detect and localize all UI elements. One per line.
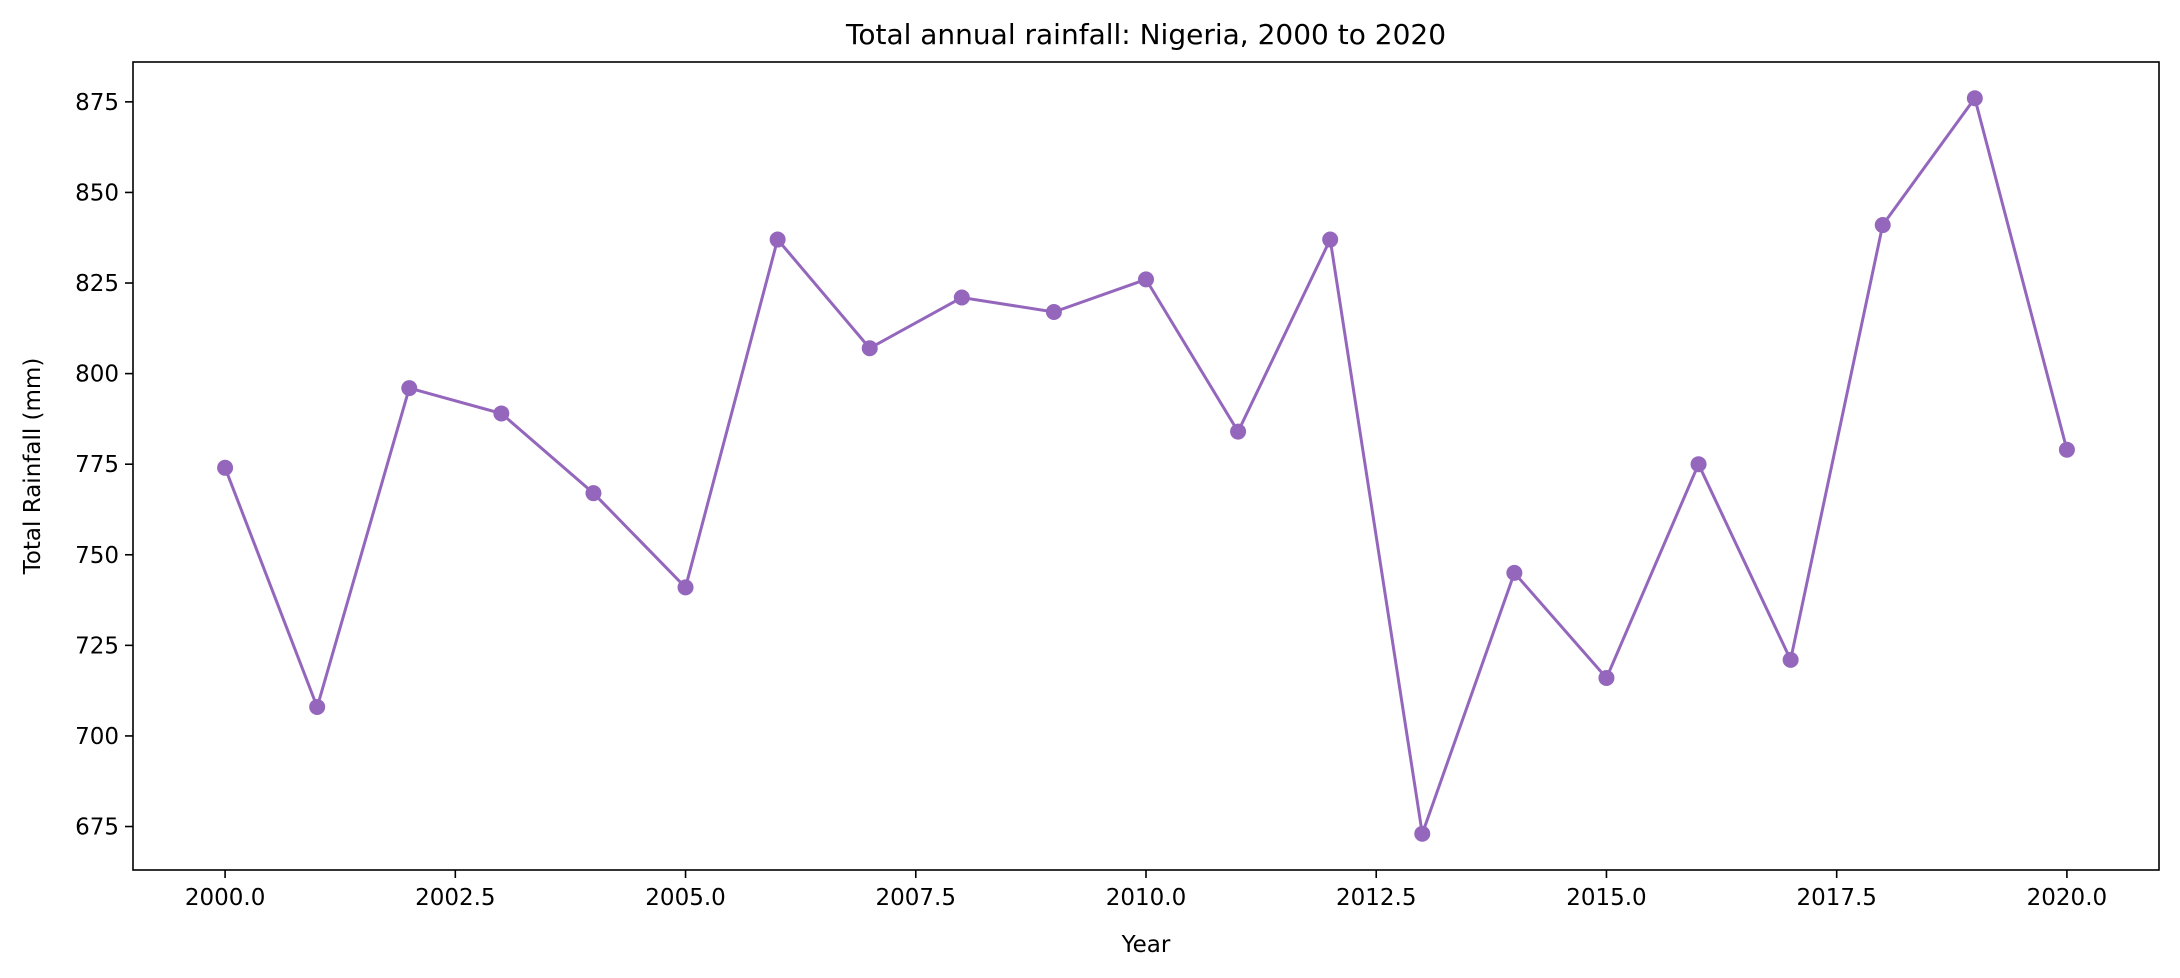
data-point	[1322, 231, 1339, 248]
x-tick-label: 2007.5	[876, 885, 956, 911]
y-tick-label: 850	[75, 180, 119, 206]
y-axis-ticks: 675 700 725 750 775 800 825 850 875	[75, 90, 133, 841]
plot-frame	[132, 61, 2160, 871]
y-tick-label: 825	[75, 271, 119, 297]
data-point	[1045, 304, 1062, 321]
series-points	[217, 90, 2075, 842]
y-tick-label: 800	[75, 362, 119, 388]
data-point	[769, 231, 786, 248]
x-tick-label: 2012.5	[1336, 885, 1416, 911]
chart-title: Total annual rainfall: Nigeria, 2000 to …	[845, 18, 1446, 51]
data-point	[1598, 669, 1615, 686]
x-tick-label: 2017.5	[1796, 885, 1876, 911]
x-tick-label: 2010.0	[1106, 885, 1186, 911]
data-point	[1782, 651, 1799, 668]
x-tick-label: 2000.0	[185, 885, 265, 911]
series-line	[223, 94, 2069, 835]
data-point	[1506, 564, 1523, 581]
y-tick-label: 775	[75, 452, 119, 478]
data-point	[1138, 271, 1154, 288]
x-axis-ticks: 2000.0 2002.5 2005.0 2007.5 2010.0 2012.5 2015…	[185, 870, 2107, 911]
x-tick-label: 2015.0	[1566, 885, 1646, 911]
x-axis-label: Year	[1121, 932, 1171, 958]
data-point	[585, 485, 602, 502]
data-point	[1966, 90, 1983, 107]
data-point	[1874, 217, 1891, 234]
y-tick-label: 700	[75, 724, 119, 750]
x-tick-label: 2002.5	[415, 885, 495, 911]
data-point	[861, 340, 878, 357]
data-point	[217, 459, 234, 476]
data-point	[1690, 456, 1707, 473]
y-tick-label: 875	[75, 90, 119, 116]
y-axis-label: Total Rainfall (mm)	[20, 358, 46, 576]
data-point	[1414, 825, 1431, 842]
y-tick-label: 750	[75, 543, 119, 569]
data-point	[953, 289, 970, 306]
y-tick-label: 675	[75, 815, 119, 841]
data-point	[401, 380, 418, 397]
y-tick-label: 725	[75, 633, 119, 659]
data-point	[493, 405, 510, 422]
data-point	[1230, 423, 1247, 440]
data-point	[309, 698, 326, 715]
data-point	[677, 579, 694, 596]
data-point	[2058, 441, 2075, 458]
x-tick-label: 2020.0	[2027, 885, 2107, 911]
x-tick-label: 2005.0	[645, 885, 725, 911]
rainfall-line	[223, 94, 2069, 835]
